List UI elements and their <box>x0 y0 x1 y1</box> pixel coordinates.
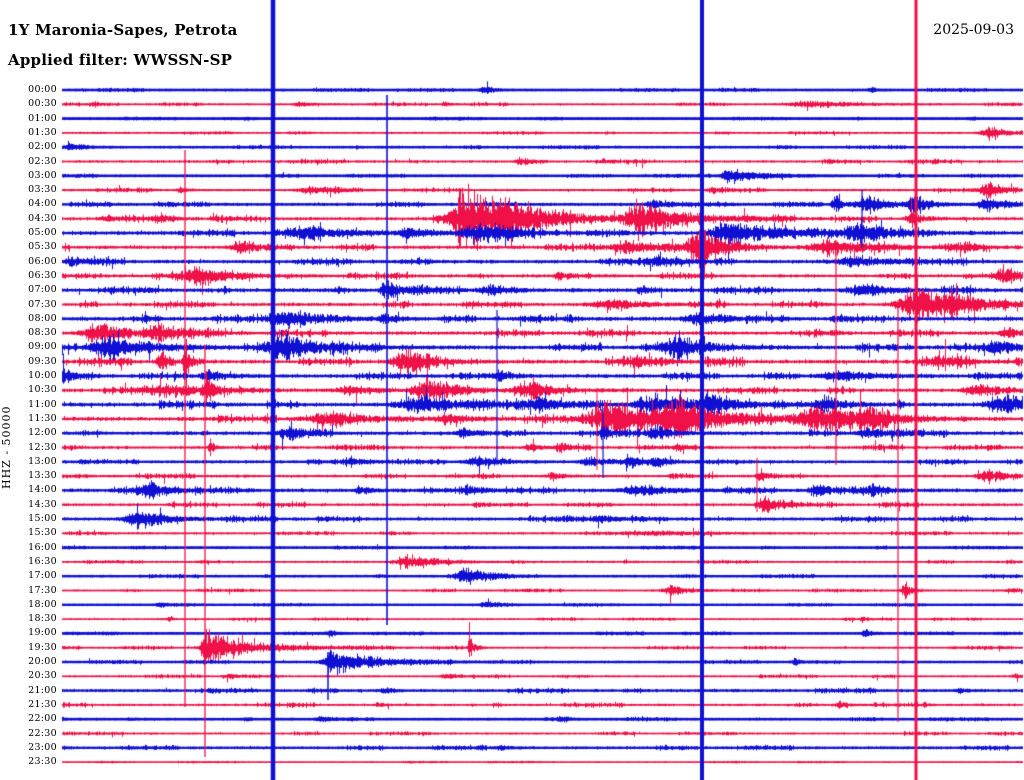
time-label: 10:00 <box>28 370 57 381</box>
time-label: 05:00 <box>28 227 57 238</box>
time-label: 07:00 <box>28 284 57 296</box>
time-label: 23:30 <box>28 756 57 768</box>
time-label: 07:30 <box>28 298 57 310</box>
time-label: 22:30 <box>28 727 57 739</box>
time-label: 00:30 <box>28 98 57 110</box>
time-label: 04:30 <box>28 212 57 224</box>
time-label: 02:00 <box>28 141 57 153</box>
time-label: 03:30 <box>28 184 57 196</box>
time-label: 14:00 <box>28 484 57 496</box>
applied-filter-label: Applied filter: WWSSN-SP <box>8 51 233 69</box>
time-label: 21:30 <box>28 698 57 710</box>
time-label: 19:00 <box>28 627 57 639</box>
plot-date: 2025-09-03 <box>933 22 1014 38</box>
time-label: 16:30 <box>28 555 57 567</box>
time-label: 17:30 <box>28 584 57 596</box>
time-label: 22:00 <box>28 713 57 725</box>
time-label: 18:30 <box>28 613 57 625</box>
time-label: 05:30 <box>28 241 57 253</box>
time-label: 01:00 <box>28 112 57 124</box>
time-label: 03:00 <box>28 169 57 181</box>
time-label: 14:30 <box>28 498 57 510</box>
time-label: 23:00 <box>28 741 57 753</box>
time-label: 17:00 <box>28 570 57 582</box>
time-label: 11:00 <box>28 398 57 410</box>
time-label: 12:00 <box>28 427 57 439</box>
time-label: 09:00 <box>28 341 57 353</box>
time-label: 18:00 <box>28 598 57 610</box>
time-label: 08:30 <box>28 327 57 339</box>
time-label: 21:00 <box>28 684 57 696</box>
time-label: 12:30 <box>28 441 57 453</box>
time-label: 19:30 <box>28 641 57 653</box>
time-label: 01:30 <box>28 126 57 138</box>
time-label: 20:30 <box>28 670 57 682</box>
time-label: 08:00 <box>28 312 57 324</box>
time-label: 13:30 <box>28 470 57 482</box>
time-label: 02:30 <box>28 155 57 167</box>
time-label: 06:00 <box>28 255 57 267</box>
time-label: 16:00 <box>28 541 57 553</box>
time-label: 11:30 <box>28 412 57 424</box>
time-label: 09:30 <box>28 355 57 367</box>
time-label: 15:30 <box>28 527 57 539</box>
station-title: 1Y Maronia-Sapes, Petrota <box>8 21 238 39</box>
time-label: 06:30 <box>28 269 57 281</box>
time-label: 10:30 <box>28 384 57 396</box>
time-label: 04:00 <box>28 198 57 210</box>
time-label: 13:00 <box>28 455 57 467</box>
time-label: 00:00 <box>28 84 57 95</box>
time-label: 15:00 <box>28 513 57 524</box>
time-label: 20:00 <box>28 656 57 667</box>
